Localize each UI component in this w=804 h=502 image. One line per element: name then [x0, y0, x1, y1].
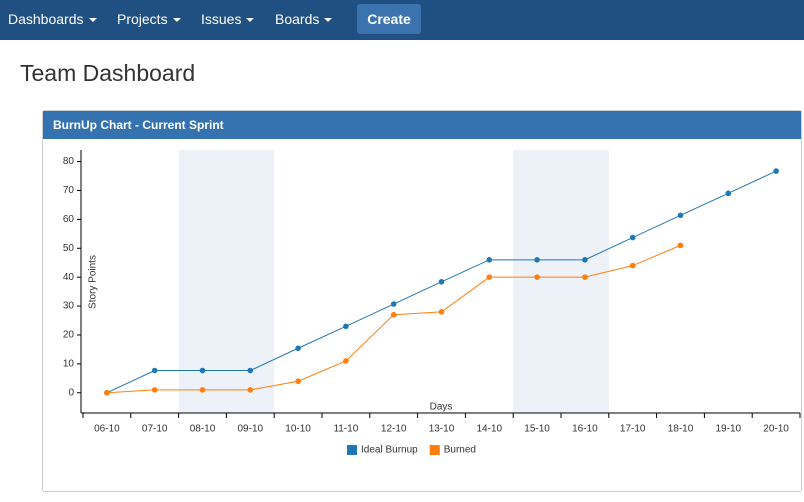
data-point [773, 168, 779, 174]
y-tick-label: 60 [63, 214, 75, 225]
data-point [629, 234, 636, 241]
x-tick-label: 19-10 [716, 424, 742, 435]
x-tick-label: 20-10 [763, 424, 789, 435]
x-tick-label: 11-10 [333, 424, 358, 435]
data-point [629, 262, 636, 269]
x-tick-label: 14-10 [477, 424, 503, 435]
y-axis-label: Story Points [88, 255, 99, 309]
x-tick-label: 17-10 [620, 424, 646, 435]
x-tick-label: 10-10 [285, 424, 311, 435]
x-tick-label: 12-10 [381, 424, 407, 435]
data-point [677, 212, 684, 219]
x-tick-label: 08-10 [190, 424, 216, 435]
nav-label[interactable]: Issues [201, 11, 242, 27]
data-point [151, 387, 158, 393]
data-point [582, 257, 588, 263]
data-point [582, 274, 588, 280]
legend-label: Burned [444, 445, 476, 456]
x-tick-label: 07-10 [142, 424, 168, 435]
y-tick-label: 20 [63, 330, 75, 341]
data-point [247, 367, 254, 374]
data-point [677, 242, 684, 249]
page-title: Team Dashboard [20, 60, 196, 86]
y-tick-label: 40 [63, 272, 75, 283]
data-point [247, 387, 254, 393]
y-tick-label: 30 [63, 301, 75, 312]
shaded-range [178, 150, 275, 413]
data-point [295, 378, 301, 385]
nav-item[interactable]: Issues [201, 0, 255, 40]
panel: BurnUp Chart - Current Sprint [42, 110, 802, 492]
legend-label: Ideal Burnup [361, 445, 418, 456]
caret [172, 18, 181, 23]
x-tick-label: 09-10 [238, 424, 264, 435]
data-point [534, 274, 540, 280]
data-point [295, 345, 301, 352]
legend-swatch [429, 445, 440, 455]
nav-label[interactable]: Projects [117, 11, 168, 27]
data-point [343, 323, 349, 330]
data-point [725, 190, 732, 197]
y-tick-label: 80 [63, 156, 75, 167]
nav-label[interactable]: Boards [275, 11, 320, 27]
nav-label[interactable]: Dashboards [8, 11, 84, 27]
data-point [390, 311, 397, 318]
nav-item[interactable]: Dashboards [8, 0, 97, 40]
data-point [104, 389, 110, 396]
x-tick-label: 13-10 [429, 424, 455, 435]
nav-item[interactable]: Projects [117, 0, 181, 40]
nav-bar: Dashboards Projects Issues Boards Create [0, 0, 804, 40]
x-tick-label: 06-10 [94, 424, 120, 435]
legend-swatch [347, 445, 357, 455]
data-point [390, 301, 397, 307]
data-point [199, 387, 206, 393]
caret [324, 18, 333, 23]
x-tick-label: 15-10 [524, 424, 550, 435]
y-tick-label: 0 [68, 387, 74, 398]
y-tick-label: 50 [63, 243, 75, 254]
data-point [438, 278, 445, 285]
data-point [438, 309, 445, 315]
shaded-range [513, 150, 609, 413]
x-axis-label: Days [430, 402, 453, 413]
data-point [151, 367, 158, 374]
x-tick-label: 16-10 [572, 424, 598, 435]
data-point [486, 274, 493, 280]
panel-title: BurnUp Chart - Current Sprint [43, 111, 801, 139]
y-tick-label: 70 [63, 185, 75, 196]
x-tick-label: 18-10 [668, 424, 694, 435]
nav-item[interactable]: Boards [275, 0, 333, 40]
data-point [534, 257, 540, 263]
y-tick-label: 10 [63, 359, 75, 370]
data-point [486, 257, 493, 263]
caret [88, 18, 97, 23]
caret [246, 18, 255, 23]
create-button[interactable]: Create [357, 4, 421, 34]
data-point [343, 358, 349, 364]
data-point [199, 367, 206, 374]
